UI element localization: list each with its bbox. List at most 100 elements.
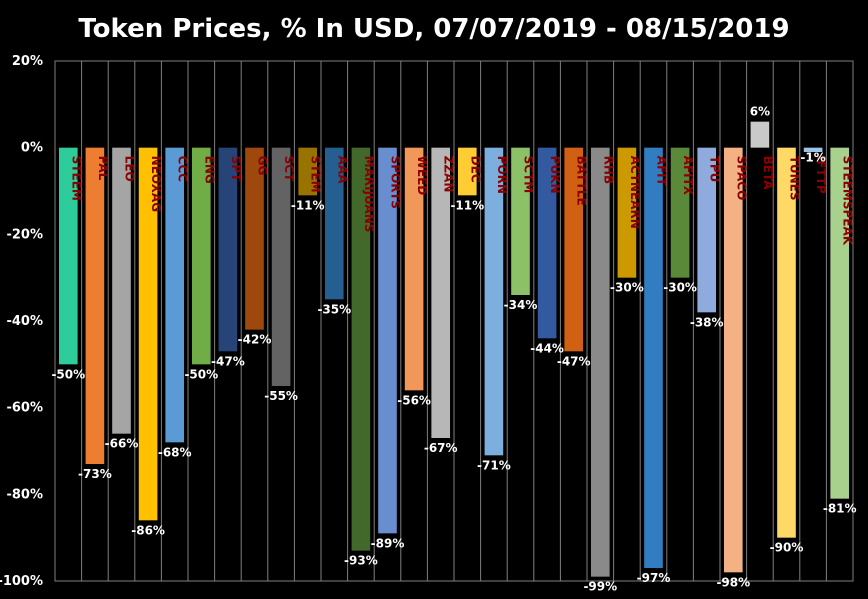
data-label: -81%: [823, 502, 857, 516]
category-label: STEEMSPEAK: [841, 156, 855, 246]
data-label: -34%: [504, 298, 538, 312]
category-label: IFTTP: [814, 156, 828, 194]
data-label: -66%: [105, 437, 139, 451]
data-label: -56%: [397, 393, 431, 407]
data-label: -67%: [424, 441, 458, 455]
data-label: -42%: [238, 333, 272, 347]
bar: [404, 147, 424, 391]
category-label: PORN: [495, 156, 509, 194]
data-label: -99%: [583, 580, 617, 594]
category-label: SCT: [282, 156, 296, 182]
data-label: -55%: [264, 389, 298, 403]
category-label: STEEM: [69, 156, 83, 201]
bar: [830, 147, 850, 499]
bar: [85, 147, 105, 464]
data-label: -44%: [530, 341, 564, 355]
bar: [750, 121, 770, 148]
category-label: ACTNEARN: [628, 156, 642, 229]
y-tick-label: -100%: [0, 574, 43, 589]
category-label: AFITX: [681, 156, 695, 196]
category-label: CCC: [176, 156, 190, 183]
category-label: TPU: [708, 156, 722, 183]
category-label: GG: [256, 156, 270, 176]
bar: [298, 147, 318, 196]
category-label: RHB: [601, 156, 615, 184]
category-label: TUNES: [788, 156, 802, 201]
bar: [564, 147, 584, 352]
bar: [191, 147, 211, 365]
y-tick-label: 20%: [12, 54, 43, 69]
bar: [351, 147, 371, 551]
data-label: -50%: [184, 367, 218, 381]
bar: [803, 147, 823, 152]
category-label: DEC: [468, 156, 482, 183]
data-label: -90%: [770, 541, 804, 555]
category-label: SCTM: [522, 156, 536, 194]
category-label: AAA: [335, 156, 349, 185]
data-label: -89%: [371, 536, 405, 550]
bar: [537, 147, 557, 339]
category-label: SPORTS: [389, 156, 403, 209]
y-tick-label: 0%: [21, 141, 43, 156]
data-label: -38%: [690, 315, 724, 329]
y-tick-label: -80%: [6, 487, 43, 502]
category-label: WEED: [415, 156, 429, 196]
data-label: -35%: [317, 302, 351, 316]
y-tick-label: -20%: [6, 227, 43, 242]
bar: [457, 147, 477, 196]
bar: [590, 147, 610, 577]
data-label: -73%: [78, 467, 112, 481]
category-label: BATTLE: [575, 156, 589, 206]
y-tick-label: -60%: [6, 401, 43, 416]
y-tick-label: -40%: [6, 314, 43, 329]
bar: [697, 147, 717, 313]
data-label: -11%: [291, 198, 325, 212]
data-label: -50%: [51, 367, 85, 381]
data-label: -30%: [610, 281, 644, 295]
data-label: -11%: [450, 198, 484, 212]
bar: [324, 147, 344, 300]
data-label: -98%: [716, 575, 750, 589]
bar: [112, 147, 131, 434]
bar: [58, 147, 78, 365]
bar: [245, 147, 264, 330]
category-label: NEOXAG: [149, 156, 163, 212]
data-label: -47%: [211, 354, 245, 368]
bar: [617, 147, 637, 278]
data-label: 6%: [750, 105, 770, 119]
data-label: -47%: [557, 354, 591, 368]
bar: [670, 147, 690, 278]
category-label: SPACO: [734, 156, 748, 201]
category-label: BETA: [761, 156, 775, 191]
data-label: -86%: [131, 523, 165, 537]
bar: [723, 147, 743, 573]
bar: [271, 147, 291, 386]
data-label: -71%: [477, 458, 511, 472]
bar: [777, 147, 796, 538]
category-label: PAL: [96, 156, 110, 181]
bar: [644, 147, 663, 568]
category-label: MARIJUANS: [362, 156, 376, 233]
bar: [165, 147, 185, 443]
category-label: ENG: [202, 156, 216, 184]
category-label: SPT: [229, 156, 243, 182]
chart-title: Token Prices, % In USD, 07/07/2019 - 08/…: [78, 14, 790, 44]
category-label: PUKN: [548, 156, 562, 194]
category-label: LEO: [123, 156, 137, 182]
data-label: -97%: [637, 571, 671, 585]
data-label: -1%: [800, 151, 825, 165]
bar: [484, 147, 504, 456]
bar: [138, 147, 158, 521]
data-label: -93%: [344, 554, 378, 568]
category-label: STEM: [309, 156, 323, 193]
bar: [431, 147, 451, 438]
bar: [378, 147, 397, 534]
data-label: -30%: [663, 281, 697, 295]
category-label: ZZAN: [442, 156, 456, 193]
category-label: AFIT: [655, 156, 669, 187]
bar: [511, 147, 530, 295]
data-label: -68%: [158, 445, 192, 459]
bar: [218, 147, 238, 352]
